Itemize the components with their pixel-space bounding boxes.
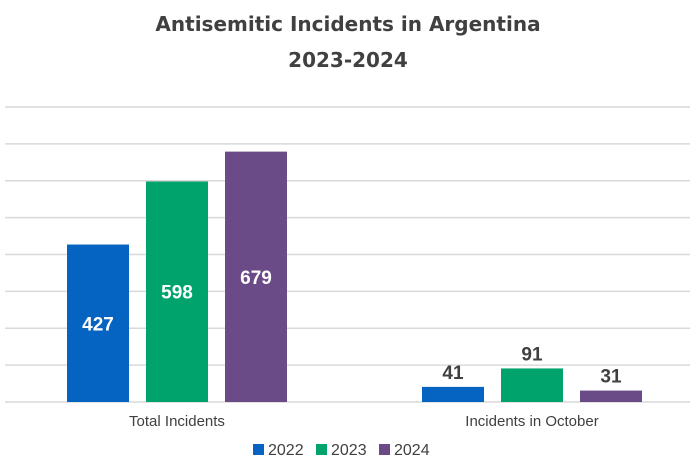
chart-title-line-2: 2023-2024 bbox=[288, 48, 408, 72]
data-label: 598 bbox=[161, 283, 193, 304]
bar-2023 bbox=[146, 181, 208, 402]
legend-label: 2023 bbox=[331, 442, 367, 459]
data-label: 31 bbox=[600, 367, 622, 388]
data-label: 41 bbox=[442, 363, 464, 384]
legend-label: 2024 bbox=[394, 442, 430, 459]
legend-label: 2022 bbox=[268, 442, 304, 459]
bar-2022 bbox=[67, 244, 129, 402]
bar-2023 bbox=[501, 368, 563, 402]
data-label: 679 bbox=[240, 268, 272, 289]
legend-swatch-2023 bbox=[316, 444, 327, 455]
category-label: Incidents in October bbox=[465, 413, 598, 430]
data-label: 427 bbox=[82, 314, 114, 335]
legend-swatch-2024 bbox=[379, 444, 390, 455]
chart-title-line-1: Antisemitic Incidents in Argentina bbox=[155, 12, 541, 36]
legend-swatch-2022 bbox=[253, 444, 264, 455]
data-label: 91 bbox=[521, 344, 543, 365]
bar-2024 bbox=[225, 151, 287, 402]
category-label: Total Incidents bbox=[129, 413, 225, 430]
bar-2022 bbox=[422, 386, 484, 402]
bar-2024 bbox=[580, 390, 642, 402]
